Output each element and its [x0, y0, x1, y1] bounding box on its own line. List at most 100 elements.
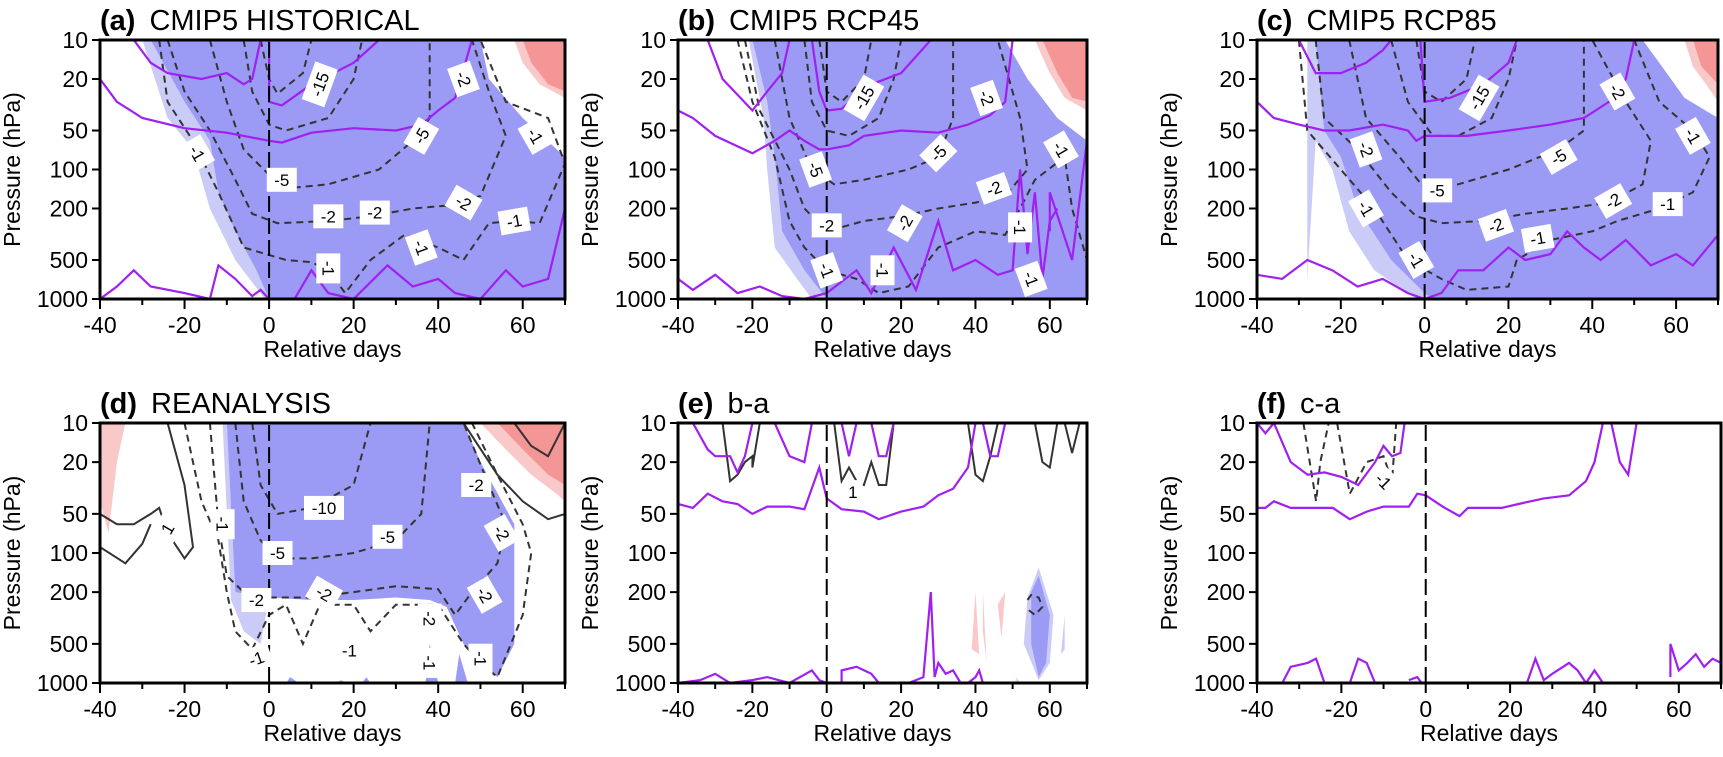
contour-label: -1	[497, 206, 532, 236]
contour-line	[803, 40, 903, 137]
y-tick-label: 200	[50, 195, 88, 221]
x-axis-label: Relative days	[813, 720, 951, 746]
shading-positive-weak	[514, 40, 565, 98]
shading-negative	[752, 40, 1087, 299]
y-tick-label: 500	[50, 631, 88, 657]
contour-line	[242, 40, 364, 132]
contour-line	[833, 423, 895, 487]
contour-label-text: -5	[1430, 181, 1445, 200]
panel-title: (e) b-a	[678, 388, 770, 420]
y-tick-label: 100	[50, 157, 88, 183]
significance-line	[678, 40, 1014, 155]
y-tick-label: 1000	[37, 670, 88, 696]
panel-b: -15 -2-5-5-2-1-2 -2 -1-1 -1 -1-40 -20 0 20 40 6010…	[577, 5, 1089, 362]
x-tick-label: -20	[1325, 696, 1358, 722]
panel-title: (f) c-a	[1257, 388, 1341, 420]
y-tick-label: 500	[1207, 247, 1245, 273]
contour-label-text: -2	[420, 611, 439, 626]
contour-label: -1	[1364, 462, 1403, 501]
contour-label: -2	[1349, 131, 1383, 168]
y-axis-label: Pressure (hPa)	[0, 476, 25, 631]
shading-negative-weak	[1307, 40, 1433, 299]
significance-line	[100, 263, 270, 299]
y-axis-label: Pressure (hPa)	[1156, 476, 1182, 631]
x-tick-label: 0	[1418, 312, 1431, 338]
contour-line	[158, 40, 565, 295]
shading-positive	[1692, 40, 1718, 85]
contour-label: -2	[313, 204, 344, 229]
y-tick-label: 10	[1219, 27, 1245, 53]
contour-label: -5	[799, 151, 833, 188]
contour-label: -1	[1014, 260, 1048, 298]
panel-tag: (c)	[1257, 5, 1292, 37]
shading-positive-weak	[1684, 40, 1718, 102]
contour-label: -1	[1520, 223, 1555, 253]
contour-label: -2	[811, 213, 842, 238]
significance-line	[706, 40, 791, 113]
contour-label: -1	[179, 134, 216, 173]
shading-positive-weak	[480, 423, 565, 502]
panel-tag: (a)	[100, 5, 135, 37]
x-tick-label: 60	[1666, 696, 1692, 722]
contour-label-text: -10	[312, 499, 337, 518]
y-tick-label: 50	[1219, 118, 1245, 144]
contour-label-text: -2	[469, 476, 484, 495]
y-tick-label: 500	[628, 631, 666, 657]
panel-title: (a) CMIP5 HISTORICAL	[100, 5, 420, 37]
y-tick-label: 10	[62, 27, 88, 53]
contour-label-text: -2	[975, 88, 998, 109]
y-tick-label: 20	[62, 66, 88, 92]
contour-label-text: 1	[848, 483, 857, 502]
contour-label: -1	[1652, 192, 1683, 217]
x-axis-label: Relative days	[1418, 336, 1556, 362]
contour-label: -1	[1398, 241, 1435, 279]
x-tick-label: 0	[263, 696, 276, 722]
x-tick-label: -20	[736, 696, 769, 722]
x-tick-label: 60	[1037, 312, 1063, 338]
y-tick-label: 20	[640, 449, 666, 475]
contour-line	[1348, 40, 1585, 190]
panel-a: -1-15 -2-5 -1-5-2 -2 -2-1-1-1-40 -20 0 20 40 6010…	[0, 5, 567, 362]
significance-line	[691, 423, 754, 476]
y-tick-label: 10	[640, 27, 666, 53]
y-tick-label: 20	[62, 449, 88, 475]
plot-area: -15 -2-5-5-2-1-2 -2 -1-1 -1 -1	[678, 40, 1087, 299]
contour-line	[707, 423, 761, 484]
shading-negative-weak	[142, 40, 282, 299]
x-tick-label: -20	[168, 312, 201, 338]
shading-positive	[497, 423, 565, 485]
panel-title-text: CMIP5 RCP45	[729, 5, 919, 37]
x-tick-label: 60	[1663, 312, 1689, 338]
contour-label-text: -2	[367, 204, 382, 223]
plot-area: 1	[678, 423, 1081, 683]
contour-label: -1	[316, 253, 341, 284]
significance-line	[773, 423, 813, 464]
panel-tag: (f)	[1257, 388, 1286, 420]
contour-label-text: -1	[1019, 269, 1042, 290]
contour-label-text: -1	[505, 211, 523, 232]
contour-label: 1	[842, 480, 863, 505]
contour-label-text: -5	[380, 528, 395, 547]
x-tick-label: -40	[83, 696, 116, 722]
contour-label: -1	[1043, 130, 1079, 169]
contour-label-text: -1	[409, 237, 432, 258]
contour-label: -1	[1348, 189, 1384, 228]
contour-label: -1	[404, 229, 438, 266]
panel-tag: (d)	[100, 388, 137, 420]
contour-label-text: -1	[471, 651, 490, 666]
panel-c: -15 -2-2-1-5-5-1 -2 -1-2-1-1-40 -20 0 20 40 6010…	[1156, 5, 1720, 362]
significance-line	[1281, 657, 1326, 683]
contour-label: -1	[238, 642, 275, 676]
contour-line	[513, 423, 565, 458]
significance-line	[840, 423, 858, 457]
significance-line	[678, 423, 977, 521]
shading-positive-patch	[971, 592, 980, 655]
contour-label-text: -1	[1529, 228, 1547, 249]
shading-positive-patch	[997, 592, 1006, 638]
y-tick-label: 500	[50, 247, 88, 273]
panel-title-text: b-a	[727, 388, 770, 420]
significance-line	[1048, 140, 1087, 261]
contour-line	[1033, 423, 1059, 470]
y-axis-label: Pressure (hPa)	[577, 476, 603, 631]
contour-label: -2	[483, 513, 520, 552]
